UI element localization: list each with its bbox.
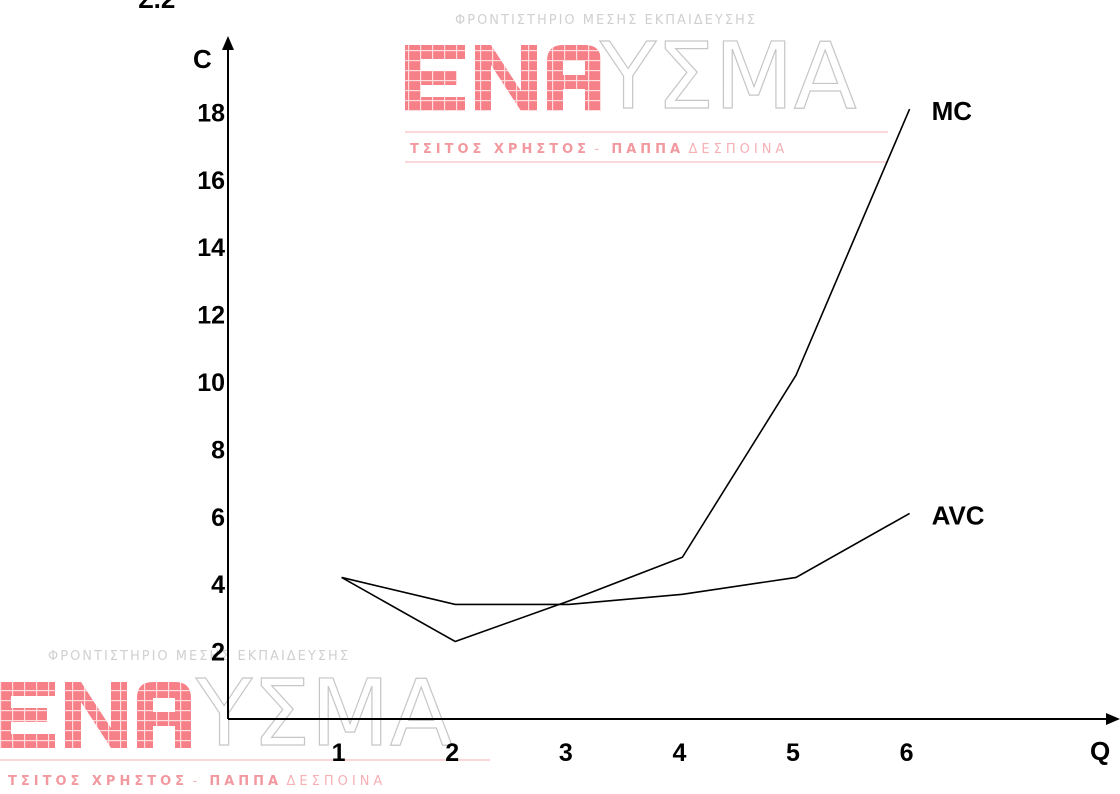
y-tick-label: 12 (197, 302, 225, 330)
y-axis-title: C (193, 44, 212, 74)
y-axis-arrow-icon (222, 36, 234, 50)
watermark-top-tagline: ΦΡΟΝΤΙΣΤΗΡΙΟ ΜΕΣΗΣ ΕΚΠΑΙΔΕΥΣΗΣ (455, 13, 757, 28)
watermark-bottom-authors: ΤΣΙΤΟΣ ΧΡΗΣΤΟΣ - ΠΑΠΠΑ ΔΕΣΠΟΙΝΑ (8, 772, 386, 789)
y-tick-label: 8 (211, 436, 225, 464)
x-tick-label: 6 (900, 739, 914, 767)
x-tick-labels: 1 2 3 4 5 6 (332, 739, 914, 767)
watermark-logo-bottom: ΦΡΟΝΤΙΣΤΗΡΙΟ ΜΕΣΗΣ ΕΚΠΑΙΔΕΥΣΗΣ ΥΣΜΑ ΤΣΙΤ… (0, 649, 490, 789)
series-labels: MC AVC (932, 96, 985, 530)
series-label-mc: MC (932, 96, 973, 126)
x-tick-label: 3 (559, 739, 573, 767)
y-tick-label: 14 (197, 234, 225, 262)
y-tick-label: 2 (211, 639, 225, 667)
x-tick-label: 5 (786, 739, 800, 767)
series-line-mc (341, 108, 911, 643)
corner-label: Σ.2 (138, 0, 175, 14)
watermark-bottom-script: ΥΣΜΑ (195, 660, 453, 767)
y-tick-label: 6 (211, 504, 225, 532)
watermark-logo-top: ΦΡΟΝΤΙΣΤΗΡΙΟ ΜΕΣΗΣ ΕΚΠΑΙΔΕΥΣΗΣ ΥΣΜΑ ΤΣΙΤ… (405, 13, 888, 163)
watermark-bottom-tagline: ΦΡΟΝΤΙΣΤΗΡΙΟ ΜΕΣΗΣ ΕΚΠΑΙΔΕΥΣΗΣ (48, 649, 350, 664)
x-axis-title: Q (1090, 736, 1110, 766)
series-line-avc (341, 512, 910, 606)
y-tick-label: 16 (197, 167, 225, 195)
watermark-script-letters: ΥΣΜΑ (599, 23, 857, 130)
watermark-authors: ΤΣΙΤΟΣ ΧΡΗΣΤΟΣ - ΠΑΠΠΑ ΔΕΣΠΟΙΝΑ (410, 140, 788, 157)
axes (222, 36, 1120, 725)
x-axis-arrow-icon (1106, 713, 1120, 725)
x-tick-label: 4 (672, 739, 686, 767)
y-tick-label: 4 (211, 571, 225, 599)
x-tick-label: 1 (332, 739, 346, 767)
series-lines (341, 108, 911, 643)
y-tick-labels: 2 4 6 8 10 12 14 16 18 (197, 99, 225, 666)
x-tick-label: 2 (445, 739, 459, 767)
series-label-avc: AVC (932, 500, 985, 530)
y-tick-label: 10 (197, 369, 225, 397)
y-tick-label: 18 (197, 99, 225, 127)
